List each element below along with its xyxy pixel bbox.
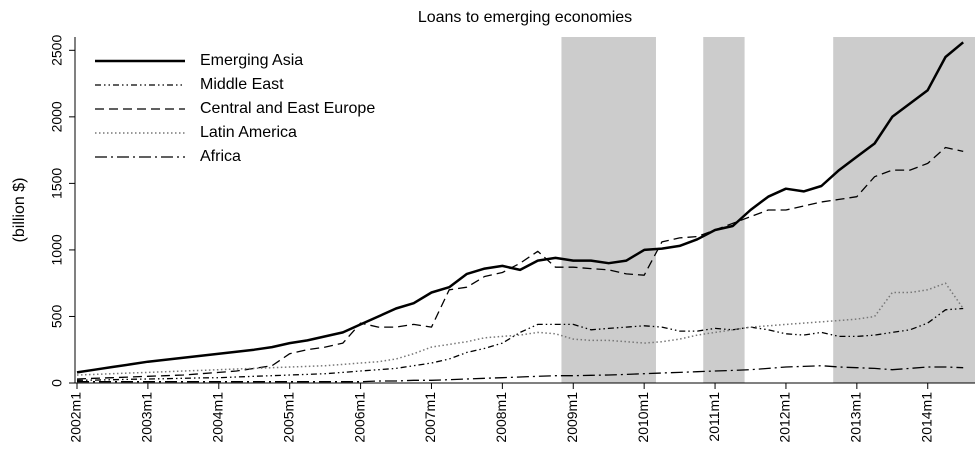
y-tick-label: 2000: [49, 101, 65, 132]
series-line: [76, 41, 964, 374]
x-tick-label: 2007m1: [422, 392, 438, 443]
series-line: [76, 146, 964, 380]
y-tick-label: 0: [49, 379, 65, 387]
recession-shade: [833, 37, 975, 383]
legend-label: Central and East Europe: [200, 100, 375, 117]
x-tick-label: 2014m1: [918, 392, 934, 443]
x-tick-label: 2005m1: [280, 392, 296, 443]
x-tick-label: 2011m1: [706, 392, 722, 442]
chart-title: Loans to emerging economies: [418, 9, 632, 26]
x-tick-label: 2013m1: [848, 392, 864, 443]
y-axis-label: (billion $): [11, 178, 28, 243]
y-tick-label: 1500: [49, 168, 65, 199]
legend-label: Middle East: [200, 76, 284, 93]
y-tick-label: 1000: [49, 234, 65, 265]
x-tick-label: 2009m1: [564, 392, 580, 443]
series-line: [76, 282, 964, 376]
x-tick-label: 2012m1: [777, 392, 793, 443]
x-tick-label: 2006m1: [351, 392, 367, 443]
x-tick-label: 2002m1: [68, 392, 84, 443]
legend-label: Africa: [200, 148, 241, 165]
x-tick-label: 2004m1: [209, 392, 225, 443]
x-tick-label: 2003m1: [139, 392, 155, 443]
legend-label: Emerging Asia: [200, 52, 303, 69]
series-line: [76, 307, 964, 381]
y-tick-label: 500: [49, 305, 65, 329]
recession-shade: [561, 37, 656, 383]
x-tick-label: 2010m1: [635, 392, 651, 443]
recession-shade: [703, 37, 745, 383]
series-line: [77, 365, 964, 383]
legend-label: Latin America: [200, 124, 297, 141]
x-tick-label: 2008m1: [493, 392, 509, 443]
y-tick-label: 2500: [49, 35, 65, 66]
